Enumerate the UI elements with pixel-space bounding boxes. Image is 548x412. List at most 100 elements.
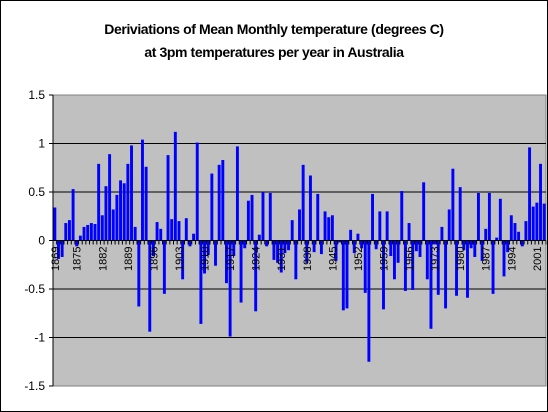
bar-1881 [97, 163, 101, 241]
bar-1940 [312, 240, 316, 253]
bar-1953 [360, 240, 364, 249]
bar-1912 [210, 173, 214, 241]
bar-1871 [60, 240, 64, 257]
bar-1883 [104, 186, 108, 241]
bar-1945 [330, 215, 334, 241]
bar-1890 [130, 145, 133, 241]
bar-1968 [414, 240, 418, 252]
bar-1872 [64, 223, 68, 241]
bar-1954 [363, 240, 367, 293]
bar-1908 [195, 142, 199, 241]
bar-1931 [279, 240, 283, 273]
y-tick-label-5: -1 [34, 331, 45, 345]
bar-1915 [221, 159, 225, 241]
bar-1967 [411, 240, 415, 290]
bar-1952 [356, 233, 360, 241]
bar-1988 [487, 192, 491, 241]
axes [49, 94, 547, 387]
bar-1903 [177, 221, 181, 241]
bar-1965 [403, 240, 407, 291]
bar-1944 [327, 217, 331, 241]
x-tick-label-1980: 1980 [455, 247, 467, 271]
bar-1892 [137, 240, 141, 307]
bar-1917 [228, 240, 232, 337]
bar-1901 [170, 219, 174, 241]
bar-1896 [151, 240, 155, 257]
bar-1904 [181, 240, 185, 280]
y-tick-label-4: -0.5 [24, 282, 45, 296]
bar-1884 [108, 154, 112, 241]
bar-1924 [254, 240, 258, 312]
x-tick-label-1924: 1924 [251, 247, 263, 271]
x-tick-label-1938: 1938 [302, 247, 314, 271]
bar-1906 [188, 240, 192, 247]
bar-1977 [447, 209, 451, 241]
bar-1951 [352, 240, 356, 254]
bar-1895 [148, 240, 152, 332]
bar-1975 [440, 226, 444, 241]
bar-2001 [535, 202, 539, 241]
bar-1936 [298, 209, 301, 241]
bar-1941 [316, 193, 320, 241]
bar-1882 [100, 215, 104, 241]
bar-1877 [82, 226, 86, 241]
x-tick-label-1875: 1875 [72, 247, 84, 271]
bar-1885 [111, 209, 115, 241]
bar-1948 [341, 240, 345, 311]
bar-1913 [214, 240, 217, 266]
bar-1956 [371, 193, 374, 241]
chart-title-line-2: at 3pm temperatures per year in Australi… [144, 44, 404, 60]
bar-1923 [250, 194, 254, 241]
bar-1964 [400, 191, 404, 241]
bar-1920 [239, 240, 243, 303]
x-tick-label-1882: 1882 [97, 247, 109, 271]
y-tick-labels: 1.5 1 0.5 0 -0.5 -1 -1.5 [24, 88, 45, 393]
bar-1995 [513, 223, 517, 241]
bar-1986 [480, 240, 484, 261]
bars [53, 131, 546, 362]
y-tick-label-6: -1.5 [24, 379, 45, 393]
bar-1989 [491, 240, 495, 294]
bar-1939 [308, 175, 312, 241]
y-tick-label-2: 0.5 [28, 185, 45, 199]
bar-1880 [93, 224, 97, 241]
bar-1998 [524, 221, 528, 241]
bar-1972 [429, 240, 433, 329]
bar-1929 [272, 240, 276, 260]
bar-1992 [502, 240, 506, 277]
bar-1873 [67, 220, 71, 241]
x-tick-label-1903: 1903 [174, 247, 186, 271]
bar-1937 [301, 164, 305, 241]
bar-1914 [217, 164, 221, 241]
bar-1909 [199, 240, 203, 324]
bar-1902 [173, 131, 177, 241]
x-tick-labels: 1869 1875 1882 1889 1896 1903 1910 1917 1924 1931… [50, 246, 544, 270]
bar-1935 [294, 240, 298, 280]
bar-1950 [349, 229, 353, 241]
x-tick-label-1910: 1910 [200, 247, 212, 271]
bar-1918 [232, 240, 236, 257]
bar-1969 [418, 240, 422, 257]
bar-1925 [257, 234, 261, 241]
x-tick-label-1994: 1994 [506, 247, 518, 271]
bar-1980 [458, 187, 462, 241]
bar-1962 [392, 240, 396, 280]
bar-1916 [225, 240, 228, 284]
bar-1897 [155, 222, 159, 241]
bar-1893 [141, 139, 144, 241]
bar-1991 [498, 198, 502, 241]
bar-1990 [495, 237, 499, 241]
bar-1971 [425, 240, 429, 280]
bar-1999 [528, 147, 532, 241]
bar-2002 [539, 163, 542, 241]
x-tick-label-1889: 1889 [123, 247, 135, 271]
bar-2000 [531, 206, 535, 241]
bar-1961 [389, 240, 393, 257]
bar-1987 [484, 228, 488, 241]
bar-1930 [276, 240, 280, 263]
bar-1985 [476, 192, 480, 241]
y-tick-label-3: 0 [38, 234, 45, 248]
bar-1879 [89, 223, 93, 241]
chart-title-line-1: Deriviations of Mean Monthly temperature… [104, 21, 443, 37]
